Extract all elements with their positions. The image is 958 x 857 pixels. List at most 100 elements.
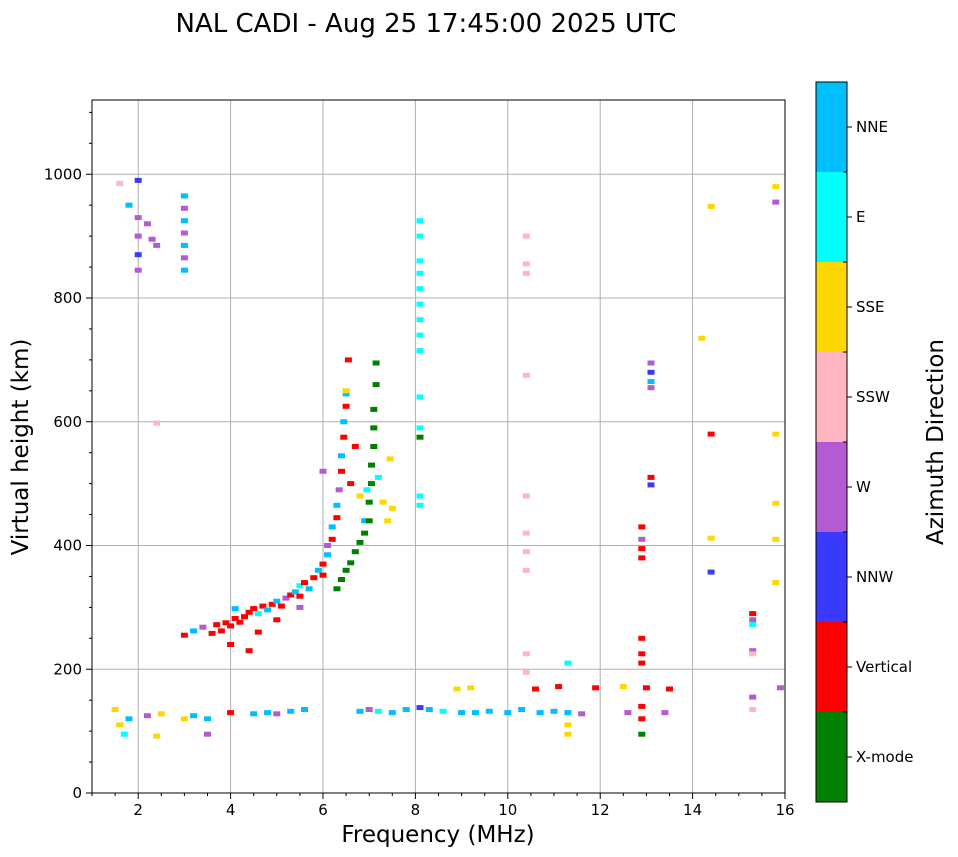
echo-point [647, 369, 655, 375]
echo-point [134, 233, 142, 239]
echo-point [372, 382, 380, 388]
echo-point [532, 686, 539, 692]
grid-lines [92, 100, 785, 793]
echo-point [379, 499, 387, 505]
echo-point [282, 595, 290, 601]
echo-point [180, 716, 188, 722]
echo-point [365, 518, 373, 524]
colorbar-tick-label: W [856, 478, 871, 496]
echo-point [749, 694, 757, 700]
echo-point [638, 536, 646, 542]
colorbar-tick-label: NNE [856, 118, 888, 136]
echo-point [564, 710, 572, 716]
echo-point [772, 184, 780, 190]
echo-point [356, 539, 364, 545]
echo-point [254, 611, 262, 617]
echo-point [361, 518, 369, 524]
echo-point [287, 708, 295, 714]
echo-point [638, 635, 646, 641]
echo-point [273, 711, 281, 717]
echo-point [116, 181, 124, 186]
echo-point [264, 607, 272, 613]
colorbar-frame [815, 81, 848, 803]
echo-point [416, 233, 424, 239]
echo-point [772, 500, 780, 506]
echo-point [555, 684, 563, 690]
colorbar-label: Azimuth Direction [923, 339, 949, 545]
echo-point [564, 660, 572, 666]
echo-point [416, 425, 424, 431]
echo-point [638, 703, 646, 709]
echo-point [638, 716, 646, 722]
echo-point [236, 619, 244, 625]
plot-area: 2 4 6 8 10 12 14 16 0 200 400 600 800 1000 [44, 99, 795, 819]
echo-point [347, 481, 355, 487]
echo-point [578, 711, 586, 717]
echo-point [416, 705, 424, 711]
echo-point [134, 252, 142, 258]
echo-point [338, 577, 345, 582]
echo-point [254, 629, 262, 635]
echo-point [647, 385, 655, 391]
colorbar: X-mode Vertical NNW W SSW SSE E NNE [815, 81, 913, 803]
echo-point [638, 660, 646, 666]
plot-background [92, 100, 785, 793]
echo-point [416, 348, 424, 354]
echo-point [340, 419, 348, 425]
echo-point [749, 648, 757, 654]
y-axis-label: Virtual height (km) [8, 339, 34, 556]
echo-point [301, 707, 308, 712]
colorbar-segment [816, 442, 847, 532]
echo-point [642, 685, 650, 691]
echo-point [111, 707, 119, 712]
echo-point [384, 518, 392, 524]
echo-point [222, 620, 230, 626]
colorbar-segment [816, 82, 847, 172]
echo-point [213, 622, 221, 628]
echo-point [386, 456, 394, 462]
echo-point [273, 617, 281, 623]
echo-point [638, 731, 646, 737]
echo-point [217, 628, 225, 634]
echo-point [592, 685, 600, 691]
echo-point [416, 301, 424, 307]
echo-point [707, 431, 715, 437]
x-tick-label: 10 [498, 801, 517, 819]
echo-point [143, 713, 151, 719]
echo-point [319, 572, 327, 578]
echo-point [143, 221, 151, 227]
echo-point [638, 555, 646, 561]
echo-point [268, 601, 276, 607]
echo-point [328, 536, 336, 542]
colorbar-segment [816, 172, 847, 262]
echo-point [453, 686, 461, 692]
echo-point [772, 199, 780, 205]
echo-point [776, 685, 784, 691]
echo-point [199, 624, 207, 630]
colorbar-segment [816, 532, 847, 622]
echo-point [328, 524, 336, 530]
echo-point [287, 592, 295, 598]
echo-point [402, 707, 410, 712]
echo-point [458, 710, 466, 716]
echo-point [374, 474, 382, 480]
x-tick-label: 8 [411, 801, 421, 819]
echo-point [342, 403, 350, 409]
echo-point [333, 502, 341, 508]
y-tick-label: 400 [53, 537, 82, 555]
echo-point [333, 586, 341, 592]
colorbar-segment [816, 622, 847, 712]
echo-point [472, 710, 479, 716]
echo-point [241, 614, 248, 620]
echo-point [259, 603, 267, 609]
echo-point [370, 425, 378, 431]
echo-point [647, 379, 655, 384]
colorbar-segment [816, 712, 847, 802]
echo-point [370, 444, 378, 449]
x-tick-label: 16 [775, 801, 794, 819]
echo-point [522, 261, 530, 267]
echo-point [416, 394, 424, 400]
echo-point [314, 567, 322, 573]
echo-point [333, 515, 341, 521]
echo-point [335, 487, 343, 493]
